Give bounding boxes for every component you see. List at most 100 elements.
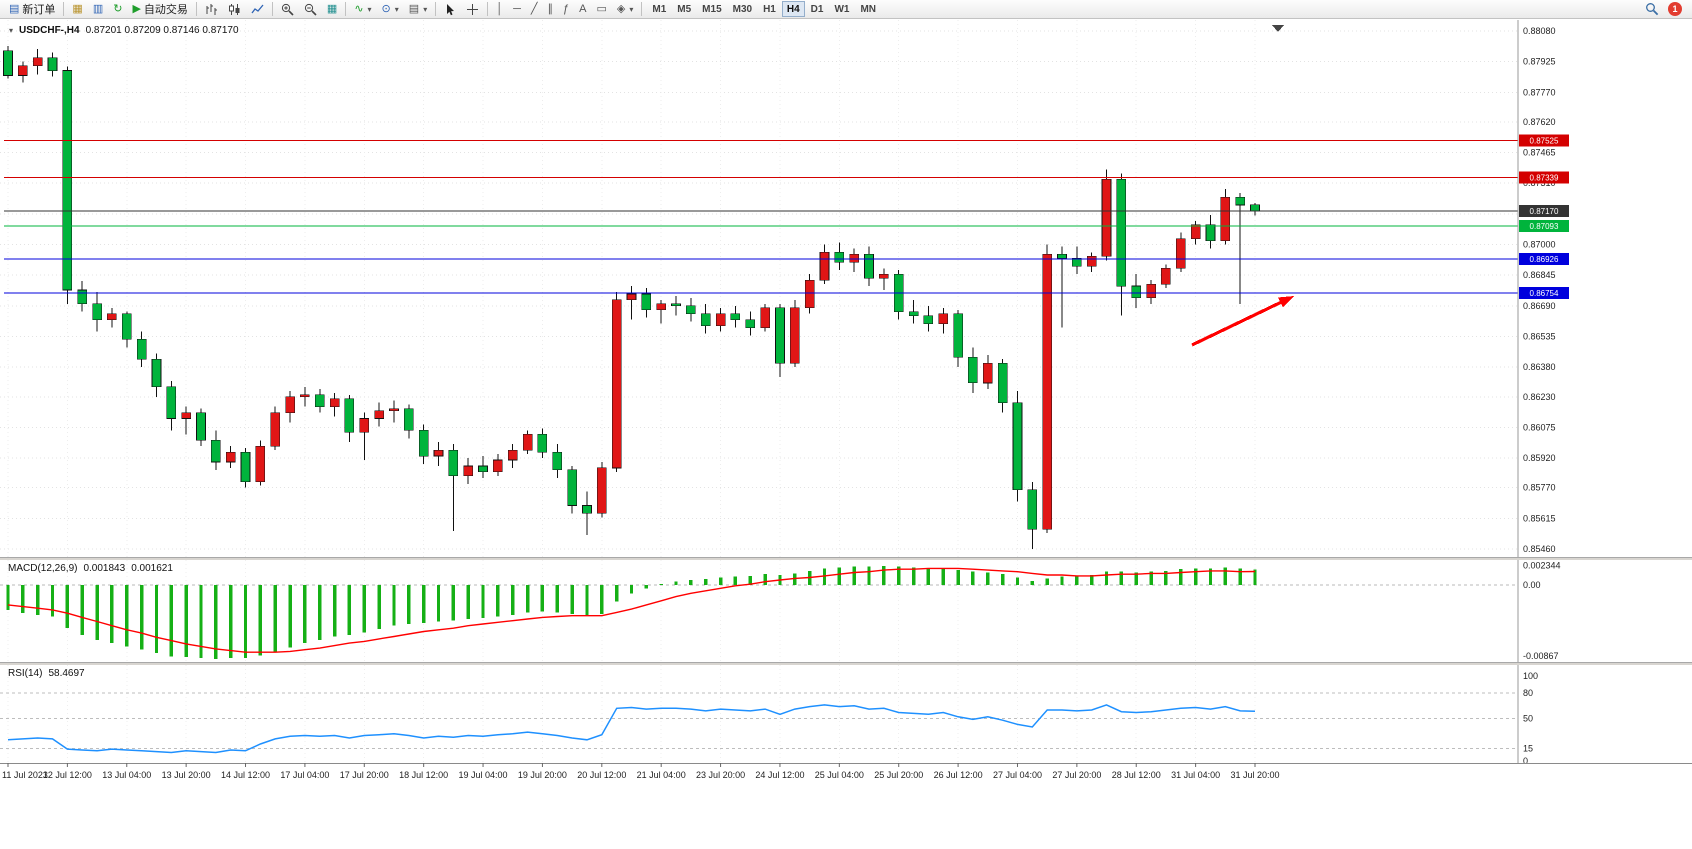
zoom-in-button[interactable]	[276, 1, 299, 17]
vertical-line-tool-button[interactable]: │	[491, 1, 508, 17]
macd-bar	[600, 585, 604, 614]
fibonacci-tool-button[interactable]: ƒ	[558, 1, 574, 17]
indicators-button[interactable]: ∿ ▾	[349, 1, 376, 17]
candle	[938, 307, 949, 334]
candle	[1027, 481, 1038, 549]
macd-tick-label: -0.00867	[1523, 651, 1559, 661]
candle	[522, 430, 533, 455]
macd-bar	[466, 585, 470, 619]
time-axis-label: 26 Jul 12:00	[934, 770, 983, 780]
timeframe-button-h4[interactable]: H4	[781, 1, 805, 17]
candlestick-button[interactable]	[223, 1, 246, 17]
timeframe-button-mn[interactable]: MN	[855, 1, 881, 17]
price-tag: 0.87339	[1519, 171, 1569, 184]
candle	[389, 400, 399, 423]
price-tick-label: 0.86380	[1523, 362, 1556, 372]
candle	[1146, 280, 1156, 304]
new-order-button[interactable]: ▤ 新订单	[4, 1, 60, 17]
new-order-label: 新订单	[22, 4, 56, 16]
svg-text:0.86926: 0.86926	[1530, 255, 1559, 264]
candle	[671, 295, 681, 316]
macd-bar	[1179, 569, 1183, 585]
candle	[166, 380, 177, 431]
macd-bar	[407, 585, 411, 624]
shapes-tool-button[interactable]: ◈ ▾	[612, 1, 638, 17]
grid-button[interactable]: ▦	[322, 1, 342, 17]
line-chart-button[interactable]	[246, 1, 269, 17]
cursor-button[interactable]	[439, 1, 461, 17]
timeframe-button-m15[interactable]: M15	[697, 1, 726, 17]
horizontal-line-tool-button[interactable]: ─	[508, 1, 526, 17]
panel-separator-macd[interactable]	[0, 557, 1692, 560]
templates-icon: ▤	[408, 2, 420, 15]
macd-bar	[1134, 572, 1138, 585]
symbol-period-label: USDCHF-,H4	[19, 25, 80, 36]
candle	[537, 428, 548, 459]
candle	[1072, 246, 1082, 275]
periods-button[interactable]: ⊙ ▾	[377, 1, 404, 17]
candle	[1012, 390, 1023, 502]
chart-collapse-icon[interactable]: ▾	[9, 26, 14, 35]
price-tick-label: 0.87620	[1523, 117, 1556, 127]
candle	[775, 303, 785, 377]
scroll-marker-icon[interactable]	[1272, 25, 1284, 32]
search-button[interactable]	[1640, 1, 1664, 17]
candlestick-icon	[228, 3, 240, 15]
price-tick-label: 0.86230	[1523, 392, 1556, 402]
rsi-tick-label: 15	[1523, 743, 1533, 753]
templates-button[interactable]: ▤ ▾	[404, 1, 432, 17]
notification-badge[interactable]: 1	[1668, 2, 1682, 16]
label-tool-button[interactable]: ▭	[591, 1, 611, 17]
channel-tool-button[interactable]: ∥	[543, 1, 559, 17]
candle	[1131, 274, 1141, 308]
indicators-icon: ∿	[354, 2, 364, 15]
timeframe-button-m30[interactable]: M30	[728, 1, 757, 17]
timeframe-button-d1[interactable]: D1	[806, 1, 829, 17]
macd-bar	[570, 585, 574, 614]
svg-text:0.87170: 0.87170	[1530, 207, 1559, 216]
toolbar-separator	[271, 2, 273, 16]
macd-bar	[1045, 578, 1049, 585]
data-window-button[interactable]: ▥	[88, 1, 108, 17]
candle	[626, 286, 637, 320]
bar-chart-button[interactable]	[200, 1, 223, 17]
market-watch-button[interactable]: ▦	[67, 1, 87, 17]
macd-panel[interactable]: 0.002344 0.00 -0.00867	[0, 560, 1692, 662]
rsi-panel[interactable]: 100 80 50 15 0	[0, 665, 1692, 763]
main-chart[interactable]: 0.88080 0.87925 0.87770 0.87620 0.87465 0.873…	[0, 20, 1692, 557]
zoom-out-button[interactable]	[299, 1, 322, 17]
price-tag: 0.86754	[1519, 287, 1569, 300]
macd-bar	[392, 585, 396, 626]
time-axis-label: 23 Jul 20:00	[696, 770, 745, 780]
candle	[686, 297, 696, 322]
auto-trading-button[interactable]: ▶ 自动交易	[127, 1, 192, 17]
macd-bar	[303, 585, 307, 644]
trendline-tool-button[interactable]: ╱	[526, 1, 543, 17]
macd-bar	[362, 585, 366, 633]
macd-bar	[659, 584, 663, 586]
candle	[1101, 169, 1112, 261]
macd-bar	[6, 585, 10, 610]
macd-signal-value: 0.001621	[131, 563, 173, 574]
text-tool-button[interactable]: A	[574, 1, 591, 17]
annotation-arrow[interactable]	[1191, 296, 1294, 347]
crosshair-button[interactable]	[461, 1, 484, 17]
macd-bar	[615, 585, 619, 602]
navigator-button[interactable]: ↻	[108, 1, 127, 17]
candle	[329, 392, 340, 417]
timeframe-button-w1[interactable]: W1	[829, 1, 854, 17]
candle	[403, 404, 414, 439]
timeframe-button-m5[interactable]: M5	[672, 1, 696, 17]
candle	[1190, 220, 1201, 245]
search-icon	[1646, 3, 1659, 16]
macd-bar	[229, 585, 233, 658]
timeframe-button-h1[interactable]: H1	[758, 1, 781, 17]
time-axis-label: 19 Jul 04:00	[459, 770, 508, 780]
svg-text:0.87339: 0.87339	[1530, 174, 1559, 183]
text-icon: A	[579, 2, 587, 15]
panel-separator-rsi[interactable]	[0, 662, 1692, 665]
macd-tick-label: 0.002344	[1523, 561, 1561, 571]
timeframe-button-m1[interactable]: M1	[647, 1, 671, 17]
price-tag: 0.86926	[1519, 253, 1569, 266]
